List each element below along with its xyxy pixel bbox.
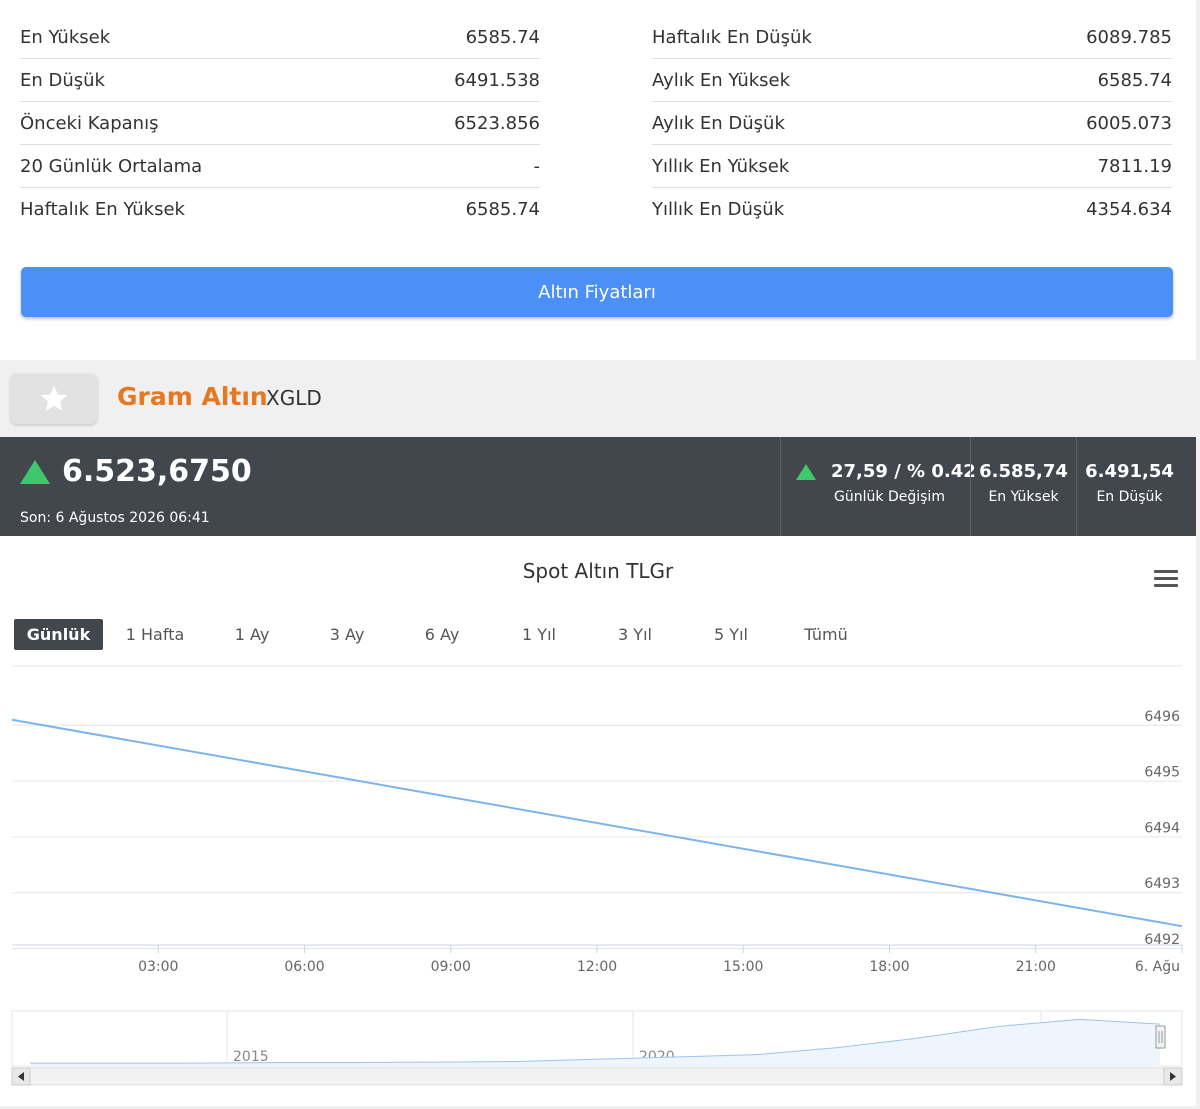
stat-label: Aylık En Yüksek [652,69,791,91]
current-price: 6.523,6750 [62,454,252,489]
day-high-value: 6.585,74 [979,461,1068,482]
stat-row: Yıllık En Yüksek 7811.19 [652,145,1172,188]
stat-label: Haftalık En Yüksek [20,199,185,220]
stat-label: Aylık En Düşük [652,112,785,134]
stat-label: Haftalık En Düşük [652,26,812,48]
stats-left-column: En Yüksek 6585.74 En Düşük 6491.538 Önceki… [20,16,540,231]
chart-canvas: 6496 6495 6494 6493 6492 03:00 06:00 09:00 12:00… [11,665,1183,1086]
stat-row: Haftalık En Yüksek 6585.74 [20,188,540,231]
range-3-years[interactable]: 3 Yıl [618,625,652,644]
day-low-label: En Düşük [1096,489,1163,505]
y-tick-label: 6493 [1144,876,1180,892]
day-low-value: 6.491,54 [1085,461,1174,482]
stat-value: 7811.19 [1097,155,1172,177]
range-1-week[interactable]: 1 Hafta [125,625,185,644]
stat-value: 6005.073 [1086,112,1172,134]
range-5-years[interactable]: 5 Yıl [714,625,748,644]
range-1-year[interactable]: 1 Yıl [522,625,556,644]
stat-value: 6491.538 [454,69,540,91]
stat-value: 6585.74 [1097,69,1172,91]
stat-row: Haftalık En Düşük 6089.785 [652,16,1172,59]
asset-code: XGLD [266,386,322,410]
up-arrow-icon [796,464,816,480]
price-series-line [11,718,1183,928]
x-tick-label: 09:00 [431,959,471,975]
chevron-left-icon [18,1072,24,1081]
day-low-cell: 6.491,54 En Düşük [1076,437,1182,536]
stat-row: Aylık En Düşük 6005.073 [652,102,1172,145]
chart-title: Spot Altın TLGr [522,559,674,583]
stat-label: Yıllık En Düşük [652,199,785,220]
stats-right-column: Haftalık En Düşük 6089.785 Aylık En Yükse… [652,16,1172,231]
chevron-right-icon [1170,1072,1176,1081]
range-daily[interactable]: Günlük [14,619,103,650]
x-tick-label: 06:00 [284,959,324,975]
stat-value: 4354.634 [1086,199,1172,220]
y-tick-label: 6492 [1144,932,1180,948]
up-arrow-icon [20,460,50,484]
x-tick-label: 18:00 [869,959,909,975]
stat-value: 6585.74 [465,26,540,48]
x-tick-label: 21:00 [1016,959,1056,975]
daily-change-value: 27,59 / % 0.42 [831,461,976,482]
range-6-months[interactable]: 6 Ay [424,625,460,644]
asset-name: Gram Altın [117,382,268,411]
gold-prices-button[interactable]: Altın Fiyatları [21,267,1173,317]
daily-change-label: Günlük Değişim [834,489,945,505]
stats-panel: En Yüksek 6585.74 En Düşük 6491.538 Önceki… [0,0,1196,360]
stat-label: En Yüksek [20,26,111,48]
stat-label: En Düşük [20,69,105,91]
y-tick-label: 6494 [1144,820,1180,836]
quote-bar: 6.523,6750 Son: 6 Ağustos 2026 06:41 27,… [0,437,1196,536]
navigator-series-line [30,1018,1161,1064]
stat-label: 20 Günlük Ortalama [20,155,203,177]
last-update-time: Son: 6 Ağustos 2026 06:41 [20,510,210,526]
x-tick-label: 15:00 [723,959,763,975]
y-tick-label: 6495 [1144,765,1180,781]
y-tick-label: 6496 [1144,709,1180,725]
navigator-label: 2015 [233,1049,269,1065]
stat-value: 6585.74 [465,199,540,220]
hamburger-menu-icon[interactable] [1154,570,1178,588]
day-high-label: En Yüksek [988,489,1059,505]
x-tick-label: 03:00 [138,959,178,975]
stat-value: 6523.856 [454,112,540,134]
navigator-scrollbar[interactable] [11,1067,1183,1086]
stat-row: En Yüksek 6585.74 [20,16,540,59]
range-3-months[interactable]: 3 Ay [329,625,365,644]
day-high-cell: 6.585,74 En Yüksek [970,437,1076,536]
stat-row: 20 Günlük Ortalama - [20,145,540,188]
stat-row: Aylık En Yüksek 6585.74 [652,59,1172,102]
stat-label: Önceki Kapanış [20,112,159,134]
daily-change-cell: 27,59 / % 0.42 Günlük Değişim [780,437,976,536]
stat-value: - [533,155,541,177]
x-tick-label: 12:00 [577,959,617,975]
navigator-handle[interactable] [1155,1025,1166,1049]
navigator-area [30,1019,1160,1066]
range-all[interactable]: Tümü [804,625,848,644]
stat-row: Önceki Kapanış 6523.856 [20,102,540,145]
favorite-button[interactable] [11,374,97,424]
stat-value: 6089.785 [1086,26,1172,48]
range-1-month[interactable]: 1 Ay [234,625,270,644]
stat-row: Yıllık En Düşük 4354.634 [652,188,1172,231]
star-icon [40,385,68,411]
x-tick-label: 6. Ağu [1135,959,1180,975]
stat-label: Yıllık En Yüksek [652,155,790,177]
stat-row: En Düşük 6491.538 [20,59,540,102]
